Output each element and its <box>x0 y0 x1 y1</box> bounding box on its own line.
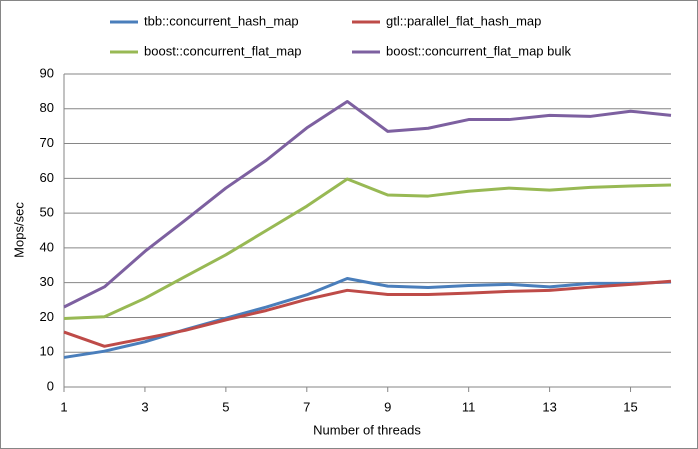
x-tick-label: 11 <box>462 399 476 414</box>
legend-label: boost::concurrent_flat_map <box>144 43 302 58</box>
y-tick-label: 70 <box>40 135 54 150</box>
x-tick-label: 13 <box>542 399 556 414</box>
y-tick-label: 40 <box>40 239 54 254</box>
y-tick-label: 10 <box>40 344 54 359</box>
x-tick-label: 1 <box>60 399 67 414</box>
x-tick-label: 15 <box>623 399 637 414</box>
y-tick-label: 80 <box>40 100 54 115</box>
y-tick-label: 30 <box>40 274 54 289</box>
line-series <box>63 177 672 320</box>
x-axis-label: Number of threads <box>313 422 421 437</box>
legend-label: gtl::parallel_flat_hash_map <box>386 13 541 28</box>
line-series <box>63 279 672 348</box>
line-series <box>63 99 672 309</box>
x-tick-label: 5 <box>222 399 229 414</box>
y-axis-label: Mops/sec <box>11 202 26 258</box>
y-tick-label: 90 <box>40 65 54 80</box>
y-tick-label: 0 <box>47 378 54 393</box>
y-tick-label: 20 <box>40 309 54 324</box>
y-tick-label: 60 <box>40 170 54 185</box>
x-tick-label: 9 <box>384 399 391 414</box>
x-tick-label: 7 <box>303 399 310 414</box>
y-tick-label: 50 <box>40 205 54 220</box>
x-tick-label: 3 <box>141 399 148 414</box>
legend-label: boost::concurrent_flat_map bulk <box>386 43 571 58</box>
legend-label: tbb::concurrent_hash_map <box>144 13 299 28</box>
